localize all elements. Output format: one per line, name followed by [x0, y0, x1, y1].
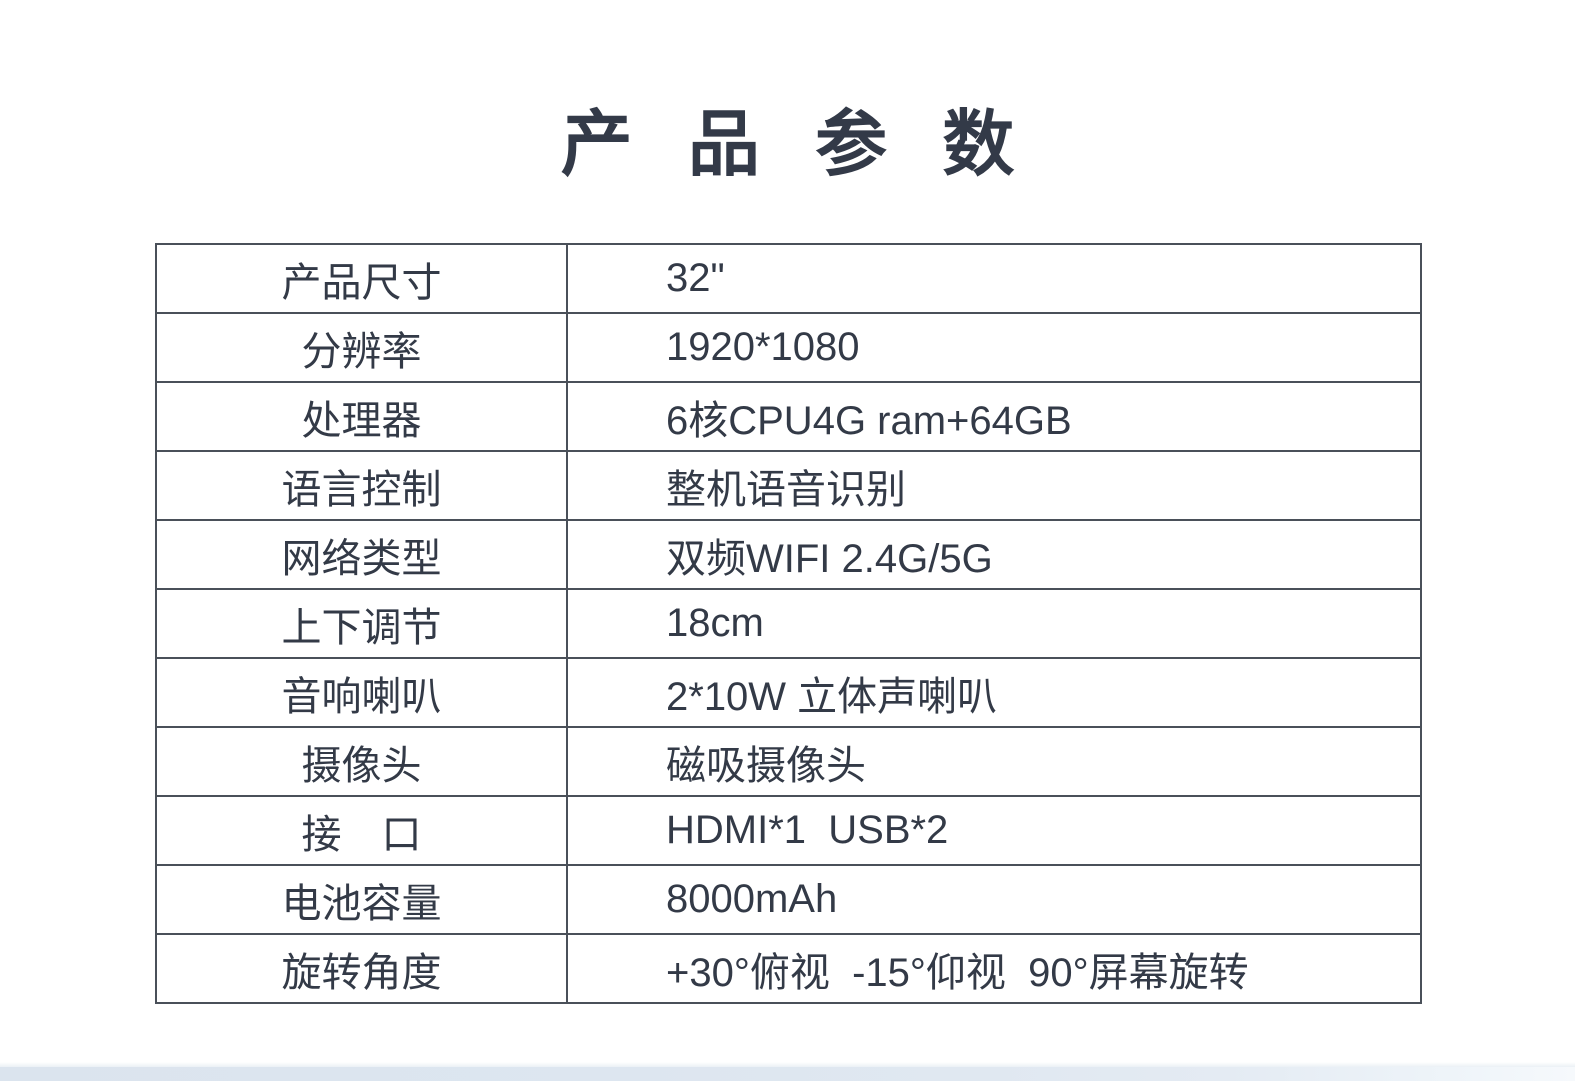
- spec-row: 处理器 6核CPU4G ram+64GB: [155, 381, 1422, 452]
- spec-value: 整机语音识别: [566, 450, 1422, 521]
- spec-row: 摄像头 磁吸摄像头: [155, 726, 1422, 797]
- spec-label: 网络类型: [155, 519, 568, 590]
- spec-value: 32": [566, 243, 1422, 314]
- spec-row: 语言控制 整机语音识别: [155, 450, 1422, 521]
- spec-value: +30°俯视 -15°仰视 90°屏幕旋转: [566, 933, 1422, 1004]
- spec-row: 接 口 HDMI*1 USB*2: [155, 795, 1422, 866]
- spec-label: 电池容量: [155, 864, 568, 935]
- spec-row: 上下调节 18cm: [155, 588, 1422, 659]
- spec-value: HDMI*1 USB*2: [566, 795, 1422, 866]
- page-title: 产 品 参 数: [560, 105, 1033, 185]
- spec-label: 分辨率: [155, 312, 568, 383]
- spec-label: 处理器: [155, 381, 568, 452]
- spec-value: 18cm: [566, 588, 1422, 659]
- spec-value: 2*10W 立体声喇叭: [566, 657, 1422, 728]
- spec-label: 旋转角度: [155, 933, 568, 1004]
- spec-label: 上下调节: [155, 588, 568, 659]
- spec-row: 电池容量 8000mAh: [155, 864, 1422, 935]
- spec-row: 音响喇叭 2*10W 立体声喇叭: [155, 657, 1422, 728]
- spec-row: 旋转角度 +30°俯视 -15°仰视 90°屏幕旋转: [155, 933, 1422, 1004]
- spec-label: 音响喇叭: [155, 657, 568, 728]
- spec-label: 接 口: [155, 795, 568, 866]
- spec-row: 网络类型 双频WIFI 2.4G/5G: [155, 519, 1422, 590]
- spec-label: 摄像头: [155, 726, 568, 797]
- spec-label: 语言控制: [155, 450, 568, 521]
- spec-row: 产品尺寸 32": [155, 243, 1422, 314]
- spec-value: 1920*1080: [566, 312, 1422, 383]
- bottom-gradient-band: [0, 1062, 1575, 1081]
- spec-row: 分辨率 1920*1080: [155, 312, 1422, 383]
- product-spec-table: 产品尺寸 32" 分辨率 1920*1080 处理器 6核CPU4G ram+64GB 语言…: [155, 243, 1422, 1004]
- spec-value: 磁吸摄像头: [566, 726, 1422, 797]
- spec-value: 6核CPU4G ram+64GB: [566, 381, 1422, 452]
- spec-value: 双频WIFI 2.4G/5G: [566, 519, 1422, 590]
- spec-value: 8000mAh: [566, 864, 1422, 935]
- spec-label: 产品尺寸: [155, 243, 568, 314]
